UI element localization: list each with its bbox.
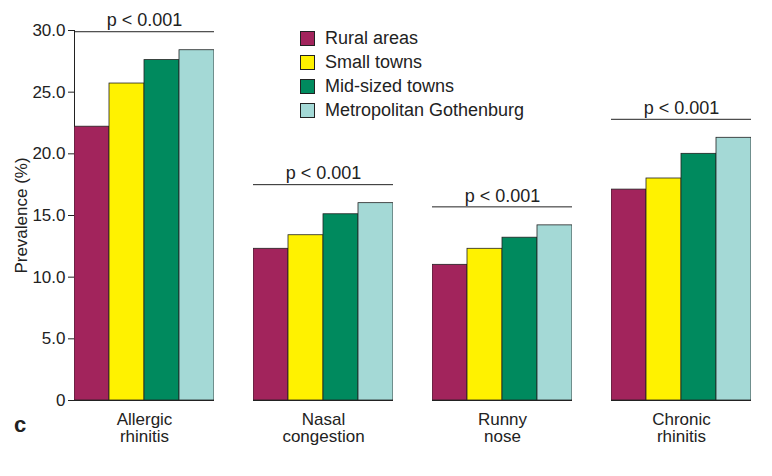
svg-text:10.0: 10.0	[32, 268, 65, 287]
svg-text:Nasalcongestion: Nasalcongestion	[282, 410, 364, 446]
html-text:Metropolitan Gothenburg: Metropolitan Gothenburg	[325, 100, 525, 120]
svg-text:Runnynose: Runnynose	[478, 410, 528, 446]
svg-text:15.0: 15.0	[32, 206, 65, 225]
html-text:c: c	[14, 412, 27, 437]
html-text:Mid-sized towns: Mid-sized towns	[325, 76, 454, 96]
html-text:Rural areas: Rural areas	[325, 28, 418, 48]
svg-text:p < 0.001: p < 0.001	[465, 186, 541, 206]
svg-text:30.0: 30.0	[32, 21, 65, 40]
svg-text:p < 0.001: p < 0.001	[286, 163, 362, 183]
svg-text:Prevalence (%): Prevalence (%)	[12, 157, 31, 273]
svg-text:5.0: 5.0	[42, 329, 66, 348]
svg-text:20.0: 20.0	[32, 144, 65, 163]
svg-text:0: 0	[56, 391, 65, 410]
svg-text:25.0: 25.0	[32, 83, 65, 102]
svg-text:Allergicrhinitis: Allergicrhinitis	[117, 410, 173, 446]
svg-text:p < 0.001: p < 0.001	[107, 10, 183, 30]
svg-text:p < 0.001: p < 0.001	[644, 98, 720, 118]
html-text:Small towns: Small towns	[325, 52, 422, 72]
svg-text:Chronicrhinitis: Chronicrhinitis	[652, 410, 711, 446]
